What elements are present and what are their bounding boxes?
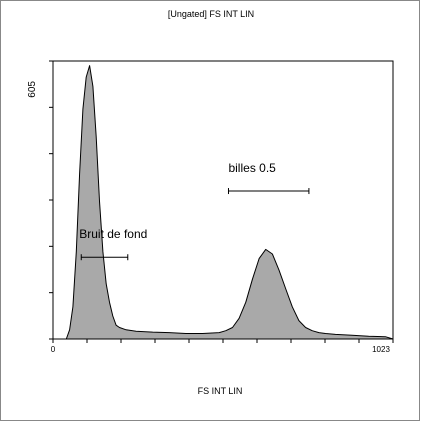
y-tick-label-max: 605 xyxy=(27,81,38,98)
x-tick-label-min: 0 xyxy=(51,345,56,354)
x-axis-label: FS INT LIN xyxy=(198,386,243,396)
gate-label-1: billes 0.5 xyxy=(228,161,276,175)
gate-label-0: Bruit de fond xyxy=(79,227,147,241)
histogram-area xyxy=(52,65,394,340)
chart-title: [Ungated] FS INT LIN xyxy=(168,9,254,19)
plot-area: 0 1023 605 Bruit de fond billes 0.5 xyxy=(27,60,394,354)
x-tick-label-max: 1023 xyxy=(372,345,390,354)
